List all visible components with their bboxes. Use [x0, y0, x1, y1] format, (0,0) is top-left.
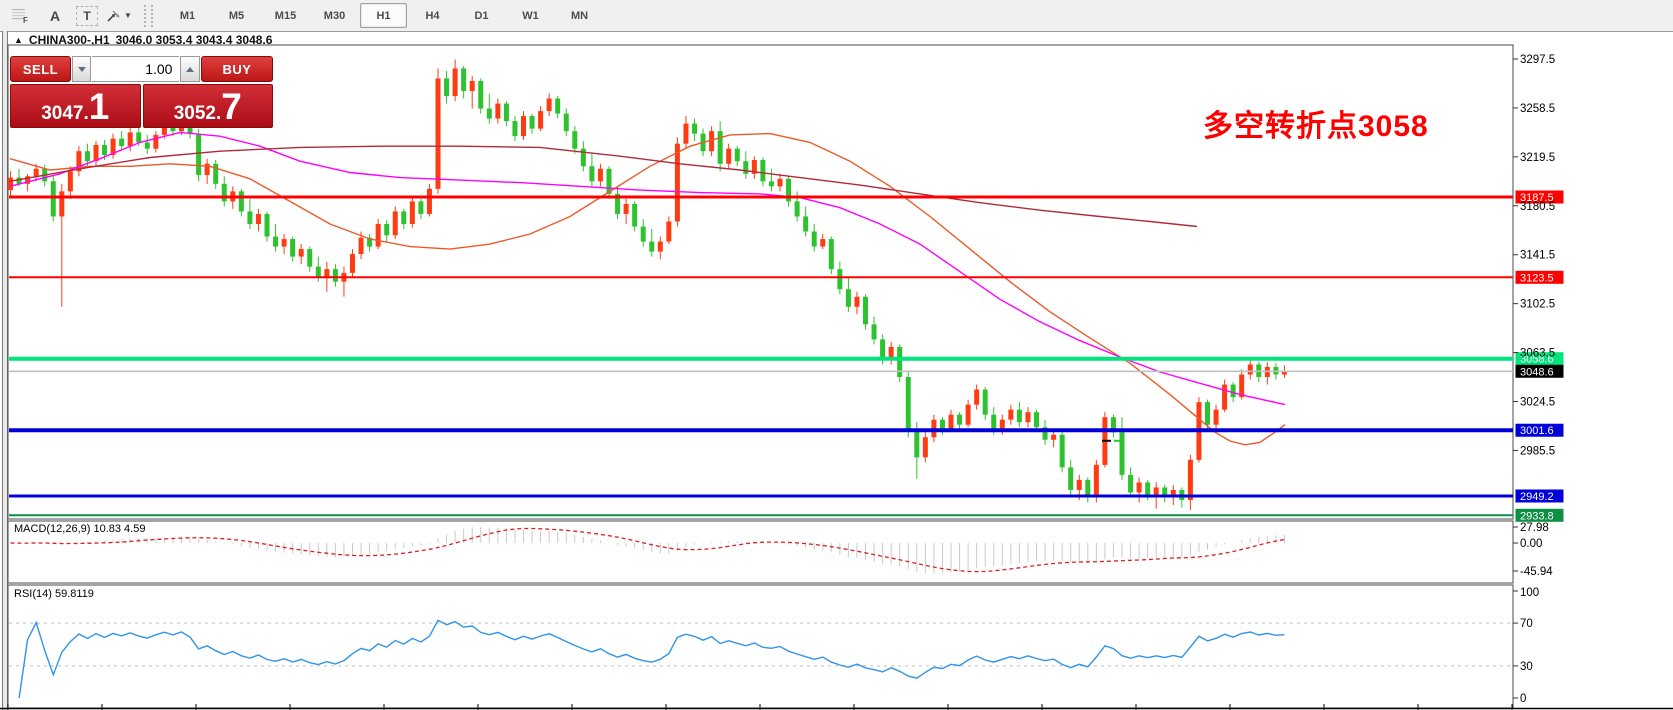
- svg-text:2933.8: 2933.8: [1520, 510, 1554, 522]
- buy-price-box[interactable]: 3052. 7: [142, 84, 273, 128]
- sell-price-main: 3047.: [41, 103, 89, 124]
- svg-text:3001.6: 3001.6: [1520, 425, 1554, 437]
- svg-text:0.00: 0.00: [1520, 538, 1542, 550]
- macd-axis: 27.98 0.00 -45.94: [1513, 522, 1553, 578]
- horizontal-level-lines[interactable]: [9, 195, 1513, 517]
- svg-text:3258.5: 3258.5: [1520, 103, 1555, 115]
- volume-decrease-button[interactable]: [71, 56, 92, 82]
- svg-text:3063.5: 3063.5: [1520, 348, 1555, 360]
- timeframe-button-W1[interactable]: W1: [522, 9, 539, 22]
- svg-text:3141.5: 3141.5: [1520, 250, 1555, 262]
- svg-text:30: 30: [1520, 661, 1533, 673]
- one-click-trading-panel: SELL BUY 3047.1 3052.7: [10, 56, 273, 128]
- timeframe-button-MN[interactable]: MN: [570, 9, 589, 22]
- rsi-indicator-label: RSI(14) 59.8119: [14, 588, 94, 600]
- timeframe-button-group: M1 M5 M15 M30 H1 H4 D1 W1 MN: [163, 3, 604, 28]
- hline-price-label-2949.2: 2949.2: [1515, 489, 1564, 503]
- timeframe-button-M30[interactable]: M30: [323, 9, 346, 22]
- buy-price-main: 3052.: [173, 103, 222, 124]
- trade-panel-top-row: SELL BUY: [10, 56, 273, 82]
- volume-increase-button[interactable]: [180, 56, 200, 82]
- svg-text:3058.6: 3058.6: [1520, 354, 1554, 366]
- chevron-down-icon: ▼: [124, 11, 132, 20]
- crosshair-grid-f-icon[interactable]: F: [8, 4, 34, 28]
- svg-text:3180.5: 3180.5: [1520, 201, 1555, 213]
- ma-medium-line: [9, 131, 1286, 406]
- sell-button[interactable]: SELL: [10, 56, 71, 82]
- ohlc-values: 3046.0 3053.4 3043.4 3048.6: [115, 32, 273, 47]
- rsi-line: [18, 619, 1285, 699]
- time-axis[interactable]: [0, 704, 1673, 710]
- svg-text:3048.6: 3048.6: [1520, 366, 1554, 378]
- rsi-axis: 100 70 30 0: [1513, 587, 1539, 705]
- svg-text:3123.5: 3123.5: [1520, 272, 1554, 284]
- ma-slow-line: [9, 145, 1198, 228]
- sell-price-box[interactable]: 3047. 1: [10, 84, 141, 128]
- text-label-icon[interactable]: A: [49, 7, 61, 24]
- svg-text:3297.5: 3297.5: [1520, 54, 1555, 66]
- chart-annotation-text: 多空转折点3058: [1203, 110, 1429, 143]
- current-price-label: 3048.6: [1515, 364, 1564, 378]
- toolbar-grip[interactable]: [144, 4, 153, 27]
- price-axis: 3297.5 3258.5 3219.5 3180.5 3141.5 3102.5 3063…: [1513, 54, 1555, 457]
- timeframe-button-H1[interactable]: H1: [360, 3, 407, 28]
- svg-text:3187.5: 3187.5: [1520, 192, 1554, 204]
- text-box-icon[interactable]: T: [76, 5, 98, 26]
- grid-dots: F: [12, 8, 28, 24]
- chart-title: ▲ CHINA300-,H1 3046.0 3053.4 3043.4 3048.6: [14, 32, 273, 47]
- hline-price-label-3187.5: 3187.5: [1515, 190, 1564, 204]
- collapse-triangle-icon[interactable]: ▲: [14, 34, 23, 45]
- arrow-down-icon: [77, 66, 86, 72]
- svg-text:100: 100: [1520, 587, 1539, 599]
- rsi-level-lines: [9, 622, 1512, 667]
- arrows-glyph: [107, 10, 120, 22]
- svg-text:27.98: 27.98: [1520, 522, 1549, 534]
- svg-text:3024.5: 3024.5: [1520, 397, 1555, 409]
- volume-input[interactable]: [92, 56, 180, 82]
- hline-price-label-3001.6: 3001.6: [1515, 423, 1564, 437]
- timeframe-button-M1[interactable]: M1: [179, 9, 196, 22]
- draw-arrows-icon[interactable]: ▼: [106, 4, 132, 28]
- svg-text:2949.2: 2949.2: [1520, 491, 1554, 503]
- timeframe-button-M15[interactable]: M15: [274, 9, 297, 22]
- toolbar: F A T ▼ M1 M5 M15 M30 H1 H4 D1 W1 MN: [0, 0, 1673, 32]
- trade-panel-price-row: 3047. 1 3052. 7: [10, 84, 273, 128]
- position-markers: [1102, 439, 1123, 442]
- hline-price-label-2933.8: 2933.8: [1515, 508, 1564, 522]
- buy-price-big-digit: 7: [221, 86, 242, 127]
- svg-text:0: 0: [1520, 693, 1526, 705]
- buy-button[interactable]: BUY: [200, 56, 273, 82]
- svg-text:-45.94: -45.94: [1520, 566, 1553, 578]
- svg-text:3102.5: 3102.5: [1520, 299, 1555, 311]
- svg-text:70: 70: [1520, 618, 1533, 630]
- symbol-period-label: CHINA300-,H1: [28, 32, 110, 47]
- timeframe-button-M5[interactable]: M5: [228, 9, 245, 22]
- macd-signal-line: [10, 527, 1285, 573]
- svg-text:2985.5: 2985.5: [1520, 445, 1555, 457]
- macd-indicator-label: MACD(12,26,9) 10.83 4.59: [14, 523, 146, 535]
- ma-fast-line: [9, 132, 1286, 446]
- timeframe-button-D1[interactable]: D1: [474, 9, 489, 22]
- sell-price-big-digit: 1: [88, 86, 110, 127]
- arrow-up-icon: [186, 66, 195, 72]
- hline-price-label-3058.6: 3058.6: [1515, 352, 1564, 366]
- svg-text:3219.5: 3219.5: [1520, 152, 1555, 164]
- timeframe-button-H4[interactable]: H4: [425, 9, 440, 22]
- hline-price-label-3123.5: 3123.5: [1515, 270, 1564, 284]
- svg-text:F: F: [23, 16, 28, 24]
